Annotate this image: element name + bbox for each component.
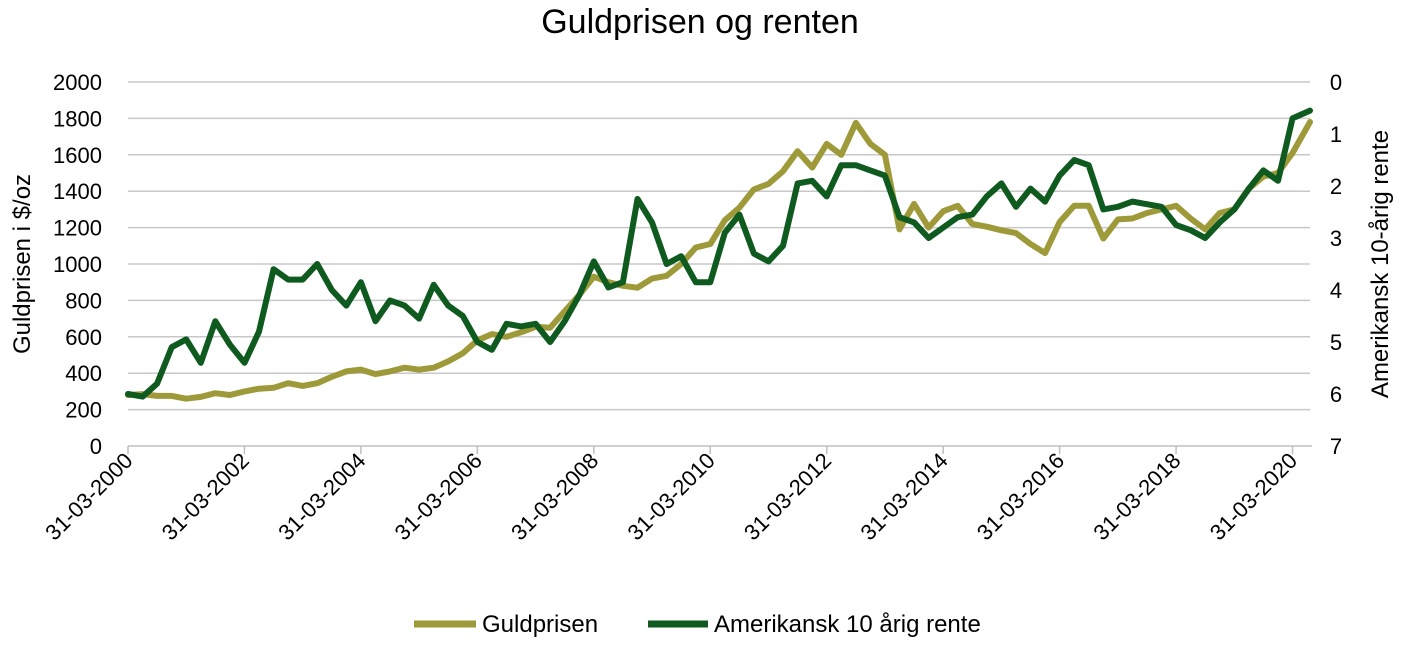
x-tick-label: 31-03-2008 <box>506 448 603 545</box>
y2-axis-title: Amerikansk 10-årig rente <box>1367 130 1394 398</box>
x-tick-label: 31-03-2012 <box>739 448 836 545</box>
y2-tick-label: 2 <box>1330 174 1342 199</box>
y2-tick-label: 7 <box>1330 434 1342 459</box>
series-line-rate <box>125 107 1313 400</box>
y-tick-label: 200 <box>65 398 102 423</box>
y-tick-label: 1800 <box>53 106 102 131</box>
right-axis-ticks: 0 1 2 3 4 5 6 7 <box>1330 70 1342 459</box>
y-tick-label: 400 <box>65 361 102 386</box>
x-tick-label: 31-03-2004 <box>273 448 370 545</box>
x-tick-label: 31-03-2020 <box>1205 448 1302 545</box>
y-tick-label: 600 <box>65 325 102 350</box>
legend-label-rate: Amerikansk 10 årig rente <box>714 611 981 638</box>
y2-tick-label: 1 <box>1330 122 1342 147</box>
y-tick-label: 1200 <box>53 216 102 241</box>
x-tick-label: 31-03-2016 <box>972 448 1069 545</box>
y2-tick-label: 3 <box>1330 226 1342 251</box>
y2-tick-label: 6 <box>1330 382 1342 407</box>
series-lines <box>125 107 1313 402</box>
x-tick-label: 31-03-2006 <box>390 448 487 545</box>
x-tick-label: 31-03-2014 <box>855 448 952 545</box>
x-axis-ticks: 31-03-2000 31-03-2002 31-03-2004 31-03-2006… <box>40 446 1302 545</box>
legend-label-gold: Guldprisen <box>482 611 598 638</box>
y-tick-label: 1600 <box>53 143 102 168</box>
y-tick-label: 2000 <box>53 70 102 95</box>
left-axis-ticks: 0 200 400 600 800 1000 1200 1400 1600 1800 2000 <box>53 70 102 459</box>
series-line-gold <box>125 119 1313 402</box>
y-tick-label: 800 <box>65 288 102 313</box>
chart-title: Guldprisen og renten <box>541 3 859 41</box>
x-tick-label: 31-03-2002 <box>157 448 254 545</box>
y2-tick-label: 4 <box>1330 278 1342 303</box>
y-tick-label: 0 <box>90 434 102 459</box>
y2-tick-label: 5 <box>1330 330 1342 355</box>
x-tick-label: 31-03-2018 <box>1088 448 1185 545</box>
y-tick-label: 1000 <box>53 252 102 277</box>
x-tick-label: 31-03-2000 <box>40 448 137 545</box>
legend: Guldprisen Amerikansk 10 årig rente <box>414 611 981 638</box>
x-tick-label: 31-03-2010 <box>623 448 720 545</box>
y-tick-label: 1400 <box>53 179 102 204</box>
y-axis-title: Guldprisen i $/oz <box>9 174 36 354</box>
y2-tick-label: 0 <box>1330 70 1342 95</box>
